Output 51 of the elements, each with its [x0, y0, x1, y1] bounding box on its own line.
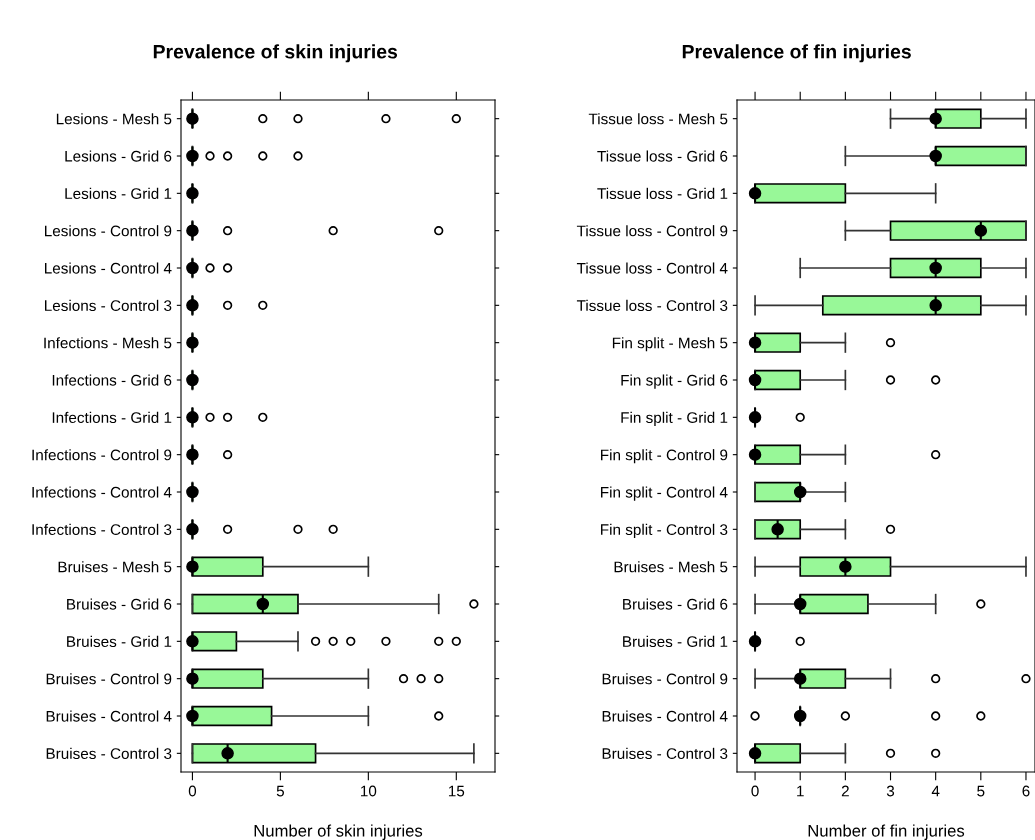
x-axis-title: Number of fin injuries: [808, 824, 965, 840]
y-tick-label: Tissue loss - Control 9: [576, 225, 728, 237]
y-tick-label: Infections - Control 9: [32, 449, 172, 461]
y-tick-label: Lesions - Control 9: [45, 225, 172, 237]
y-tick-label: Tissue loss - Control 4: [576, 262, 728, 274]
y-tick-label: Tissue loss - Control 3: [576, 299, 728, 312]
y-tick-label: Infections - Mesh 5: [44, 337, 172, 349]
x-tick-label: 2: [841, 785, 849, 797]
x-tick-label: 5: [977, 785, 985, 797]
y-tick-label: Bruises - Control 3: [46, 747, 172, 760]
y-tick-label: Bruises - Grid 6: [623, 598, 728, 610]
y-tick-label: Lesions - Grid 1: [65, 187, 172, 200]
y-tick-label: Lesions - Control 4: [45, 262, 172, 274]
y-tick-label: Lesions - Mesh 5: [56, 113, 172, 125]
y-tick-label: Infections - Control 3: [32, 523, 172, 536]
y-tick-label: Bruises - Control 9: [46, 673, 172, 685]
y-tick-label: Bruises - Control 4: [46, 710, 172, 722]
y-tick-label: Lesions - Grid 6: [65, 150, 172, 162]
y-tick-label: Bruises - Grid 1: [67, 635, 172, 648]
y-tick-label: Tissue loss - Grid 1: [597, 187, 728, 200]
y-tick-label: Bruises - Mesh 5: [614, 561, 728, 573]
chart-title: Prevalence of skin injuries: [153, 44, 398, 63]
y-tick-label: Bruises - Grid 1: [623, 635, 728, 648]
y-tick-label: Infections - Control 4: [32, 486, 172, 498]
x-tick-label: 15: [448, 785, 465, 797]
x-tick-label: 5: [276, 785, 284, 797]
x-tick-label: 0: [751, 785, 759, 797]
y-tick-label: Infections - Grid 1: [52, 411, 172, 424]
x-axis-title: Number of skin injuries: [254, 824, 423, 840]
y-tick-label: Fin split - Control 3: [601, 523, 728, 539]
y-tick-label: Fin split - Grid 1: [621, 411, 728, 427]
x-tick-label: 4: [931, 785, 940, 797]
y-tick-label: Bruises - Control 4: [602, 710, 728, 722]
y-tick-label: Fin split - Control 4: [601, 486, 728, 501]
y-tick-label: Bruises - Control 3: [602, 747, 728, 760]
y-tick-label: Fin split - Control 9: [601, 449, 728, 464]
y-tick-label: Tissue loss - Grid 6: [597, 150, 728, 162]
y-tick-label: Lesions - Control 3: [45, 299, 172, 312]
x-tick-label: 3: [886, 785, 895, 797]
y-tick-label: Fin split - Mesh 5: [612, 337, 728, 352]
y-tick-label: Infections - Grid 6: [52, 374, 172, 386]
y-tick-label: Bruises - Grid 6: [67, 598, 172, 610]
x-tick-label: 1: [797, 785, 804, 797]
y-tick-label: Bruises - Mesh 5: [58, 561, 172, 573]
y-tick-label: Fin split - Grid 6: [621, 374, 728, 389]
x-tick-label: 10: [361, 785, 377, 797]
x-tick-label: 0: [188, 785, 197, 797]
y-tick-label: Bruises - Control 9: [602, 673, 728, 685]
y-tick-label: Tissue loss - Mesh 5: [588, 113, 728, 125]
x-tick-label: 6: [1022, 785, 1030, 797]
chart-title: Prevalence of fin injuries: [682, 44, 911, 63]
